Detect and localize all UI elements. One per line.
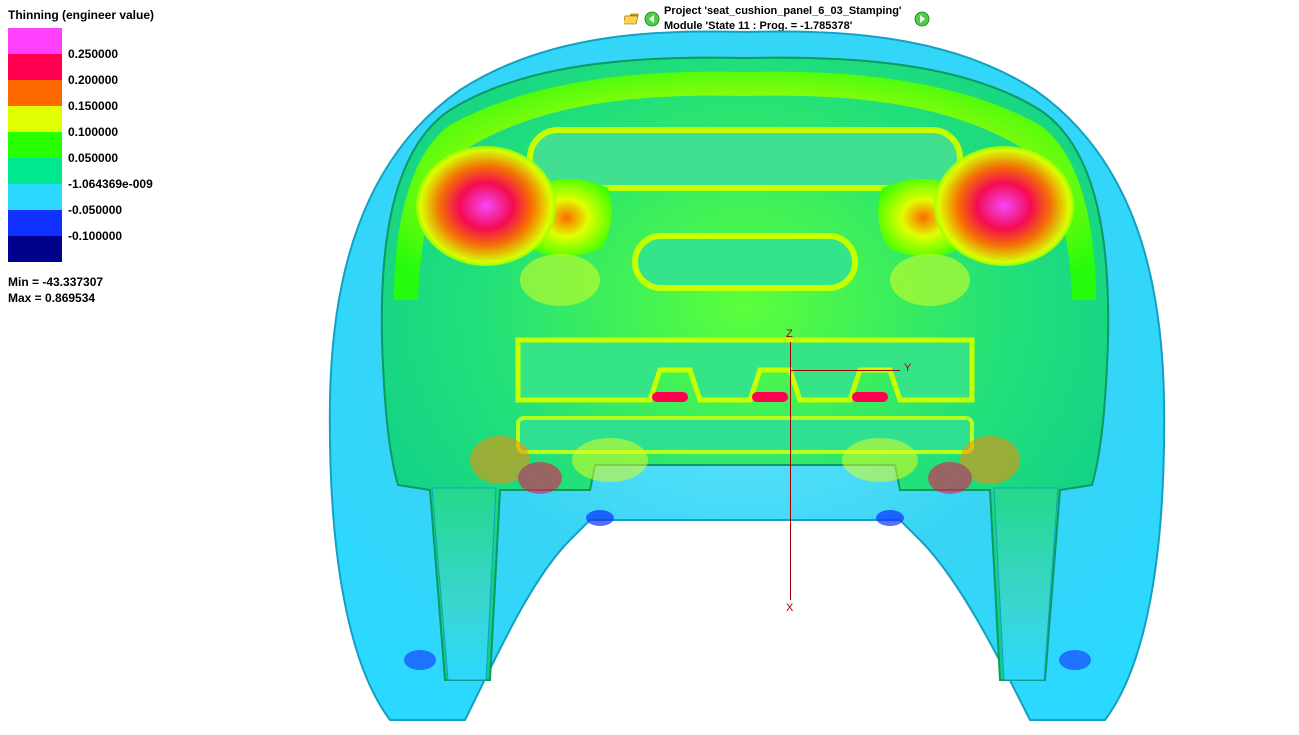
legend-min: Min = -43.337307 — [8, 274, 228, 290]
fea-contour-svg — [300, 20, 1190, 730]
legend-tick: -1.064369e-009 — [68, 171, 153, 197]
legend-swatch — [8, 28, 62, 54]
legend-tick: -0.050000 — [68, 197, 153, 223]
legend-body: 0.2500000.2000000.1500000.1000000.050000… — [8, 28, 228, 262]
legend-max: Max = 0.869534 — [8, 290, 228, 306]
axis-z-line — [790, 342, 791, 362]
legend-tick: 0.100000 — [68, 119, 153, 145]
hot-corner-left — [416, 146, 556, 266]
notch-hot-1 — [652, 392, 688, 402]
axis-z-label: Z — [786, 328, 793, 340]
legend-tick: 0.250000 — [68, 41, 153, 67]
notch-hot-2 — [752, 392, 788, 402]
legend-swatch — [8, 158, 62, 184]
legend-swatch — [8, 106, 62, 132]
legend-swatch — [8, 236, 62, 262]
notch-hot-3 — [852, 392, 888, 402]
project-label: Project 'seat_cushion_panel_6_03_Stampin… — [664, 4, 902, 19]
legend-tick-labels: 0.2500000.2000000.1500000.1000000.050000… — [68, 28, 153, 236]
legend-panel: Thinning (engineer value) 0.2500000.2000… — [8, 8, 228, 306]
legend-tick: -0.100000 — [68, 223, 153, 249]
hot-corner-right — [934, 146, 1074, 266]
axis-y-line — [790, 370, 900, 371]
legend-title: Thinning (engineer value) — [8, 8, 228, 22]
legend-tick: 0.150000 — [68, 93, 153, 119]
legend-swatch — [8, 184, 62, 210]
legend-swatch — [8, 54, 62, 80]
legend-swatch — [8, 132, 62, 158]
legend-color-bar — [8, 28, 62, 262]
legend-stats: Min = -43.337307 Max = 0.869534 — [8, 274, 228, 306]
legend-tick: 0.200000 — [68, 67, 153, 93]
legend-swatch — [8, 80, 62, 106]
model-viewport[interactable]: X Y Z — [300, 20, 1190, 730]
legend-swatch — [8, 210, 62, 236]
axis-x-line — [790, 360, 791, 600]
axis-x-label: X — [786, 602, 793, 614]
center-slot — [635, 236, 855, 288]
axis-y-label: Y — [904, 362, 911, 374]
top-bar — [530, 130, 960, 188]
legend-tick: 0.050000 — [68, 145, 153, 171]
